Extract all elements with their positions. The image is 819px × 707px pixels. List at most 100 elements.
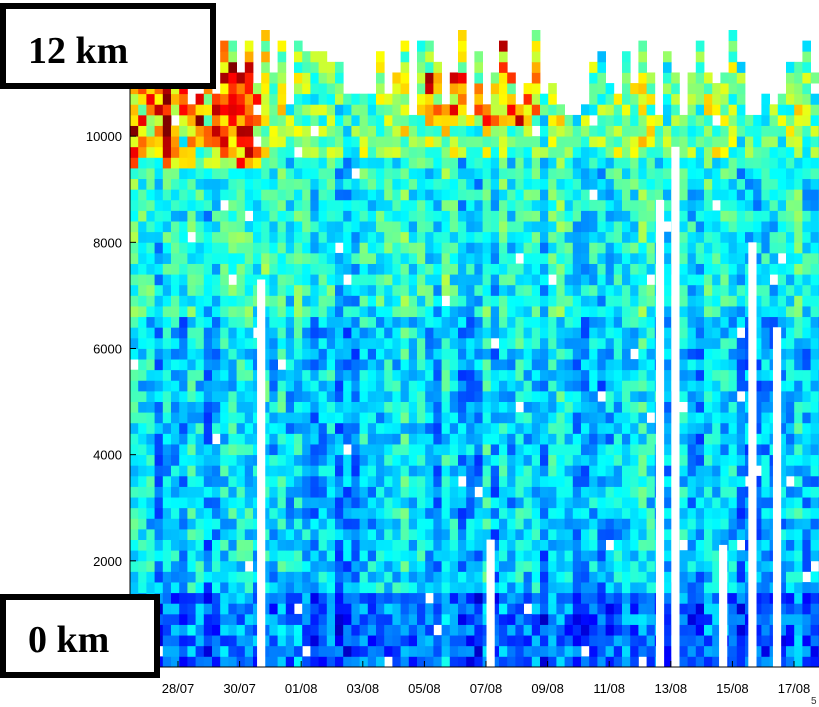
heatmap-cell <box>171 613 180 625</box>
heatmap-cell <box>540 518 549 530</box>
heatmap-cell <box>441 210 451 222</box>
heatmap-cell <box>154 231 164 243</box>
heatmap-cell <box>228 550 237 562</box>
heatmap-cell <box>384 252 393 264</box>
heatmap-cell <box>695 592 705 604</box>
heatmap-cell <box>236 263 246 275</box>
heatmap-cell <box>228 454 237 466</box>
heatmap-cell <box>589 433 598 445</box>
heatmap-cell <box>335 401 344 413</box>
heatmap-cell <box>704 465 713 477</box>
heatmap-cell <box>581 252 590 264</box>
heatmap-cell <box>392 327 401 339</box>
heatmap-cell <box>646 284 656 296</box>
heatmap-cell <box>663 539 672 551</box>
heatmap-cell <box>171 518 180 530</box>
heatmap-cell <box>294 550 303 562</box>
heatmap-cell <box>326 61 336 73</box>
heatmap-cell <box>146 454 155 466</box>
heatmap-cell <box>285 284 295 296</box>
heatmap-cell <box>400 210 410 222</box>
heatmap-cell <box>417 327 426 339</box>
heatmap-cell <box>441 613 451 625</box>
heatmap-cell <box>589 497 598 509</box>
heatmap-cell <box>433 221 442 233</box>
heatmap-cell <box>540 369 549 381</box>
heatmap-cell <box>171 624 180 636</box>
heatmap-cell <box>720 252 729 264</box>
heatmap-cell <box>367 104 377 116</box>
heatmap-cell <box>531 571 541 583</box>
heatmap-cell <box>285 571 295 583</box>
heatmap-cell <box>433 422 442 434</box>
heatmap-cell <box>310 210 319 222</box>
heatmap-cell <box>310 550 319 562</box>
heatmap-cell <box>154 348 164 360</box>
heatmap-cell <box>712 348 721 360</box>
heatmap-cell <box>605 93 615 105</box>
heatmap-cell <box>777 348 787 360</box>
heatmap-cell <box>720 528 729 540</box>
heatmap-cell <box>425 359 434 371</box>
heatmap-cell <box>671 136 680 148</box>
heatmap-cell <box>203 157 213 169</box>
heatmap-cell <box>581 528 590 540</box>
heatmap-cell <box>220 210 229 222</box>
heatmap-cell <box>622 125 631 137</box>
heatmap-cell <box>630 178 639 190</box>
heatmap-cell <box>458 465 467 477</box>
heatmap-cell <box>441 178 451 190</box>
heatmap-cell <box>261 125 270 137</box>
heatmap-cell <box>162 497 172 509</box>
heatmap-cell <box>343 433 352 445</box>
heatmap-cell <box>302 221 311 233</box>
heatmap-cell <box>704 210 713 222</box>
heatmap-cell <box>244 486 254 498</box>
heatmap-cell <box>581 189 590 201</box>
heatmap-cell <box>376 444 385 456</box>
heatmap-cell <box>294 592 303 604</box>
heatmap-cell <box>400 507 410 519</box>
heatmap-cell <box>203 624 213 636</box>
heatmap-cell <box>162 125 172 137</box>
heatmap-cell <box>802 539 811 551</box>
heatmap-cell <box>523 348 533 360</box>
heatmap-cell <box>581 613 590 625</box>
heatmap-cell <box>761 327 770 339</box>
heatmap-cell <box>499 274 508 286</box>
heatmap-cell <box>556 518 565 530</box>
missing-profile <box>748 242 757 667</box>
heatmap-cell <box>630 518 639 530</box>
heatmap-cell <box>335 252 344 264</box>
heatmap-cell <box>589 454 598 466</box>
heatmap-cell <box>761 359 770 371</box>
heatmap-cell <box>171 656 180 668</box>
heatmap-cell <box>630 242 639 254</box>
heatmap-cell <box>376 465 385 477</box>
heatmap-cell <box>572 263 582 275</box>
heatmap-cell <box>712 390 721 402</box>
heatmap-cell <box>687 125 697 137</box>
heatmap-cell <box>195 136 205 148</box>
heatmap-cell <box>638 146 647 158</box>
heatmap-cell <box>212 146 221 158</box>
heatmap-cell <box>777 380 787 392</box>
heatmap-cell <box>212 199 221 211</box>
heatmap-cell <box>613 380 623 392</box>
heatmap-cell <box>638 507 647 519</box>
heatmap-cell <box>335 274 344 286</box>
heatmap-cell <box>531 51 541 63</box>
heatmap-cell <box>310 603 319 615</box>
heatmap-cell <box>187 316 196 328</box>
heatmap-cell <box>351 231 360 243</box>
heatmap-cell <box>507 316 516 328</box>
heatmap-cell <box>556 560 565 572</box>
heatmap-cell <box>802 114 811 126</box>
heatmap-cell <box>277 656 287 668</box>
heatmap-cell <box>802 582 811 594</box>
heatmap-cell <box>679 221 688 233</box>
heatmap-cell <box>449 624 459 636</box>
heatmap-cell <box>572 613 582 625</box>
heatmap-cell <box>171 497 180 509</box>
heatmap-cell <box>433 444 442 456</box>
